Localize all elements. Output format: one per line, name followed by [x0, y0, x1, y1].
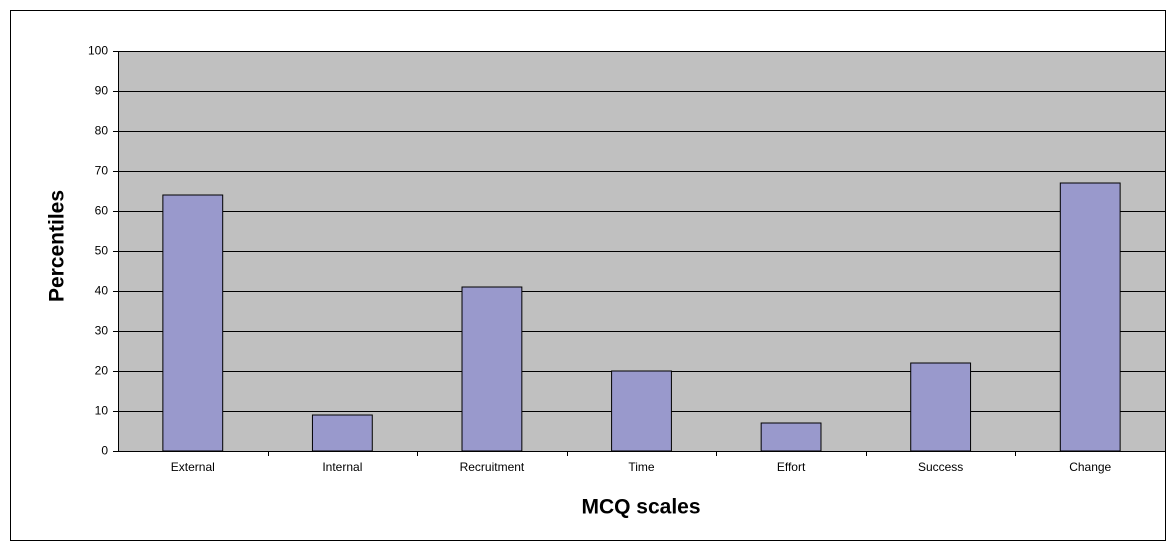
y-tick-label: 20 [95, 364, 109, 378]
y-tick-label: 10 [95, 404, 109, 418]
x-tick-label: Internal [322, 460, 362, 474]
bar [760, 422, 822, 452]
x-tick-label: Recruitment [460, 460, 525, 474]
y-tick-label: 30 [95, 324, 109, 338]
y-tick-label: 40 [95, 284, 109, 298]
y-tick-label: 100 [88, 44, 108, 58]
bar [162, 194, 224, 452]
y-tick-label: 90 [95, 84, 109, 98]
y-tick-label: 0 [101, 444, 108, 458]
x-tick-label: Success [918, 460, 963, 474]
x-tick-label: External [171, 460, 215, 474]
y-tick-label: 80 [95, 124, 109, 138]
bar [611, 370, 672, 452]
bar [910, 362, 972, 452]
y-tick-label: 70 [95, 164, 109, 178]
x-axis-title: MCQ scales [581, 496, 700, 519]
y-tick-label: 60 [95, 204, 109, 218]
x-tick-label: Time [628, 460, 655, 474]
y-tick-label: 50 [95, 244, 109, 258]
bar [461, 286, 523, 452]
x-tick-label: Change [1069, 460, 1111, 474]
y-axis-title: Percentiles [46, 190, 69, 302]
bar [1059, 182, 1121, 452]
bar [311, 414, 373, 452]
x-tick-label: Effort [777, 460, 806, 474]
